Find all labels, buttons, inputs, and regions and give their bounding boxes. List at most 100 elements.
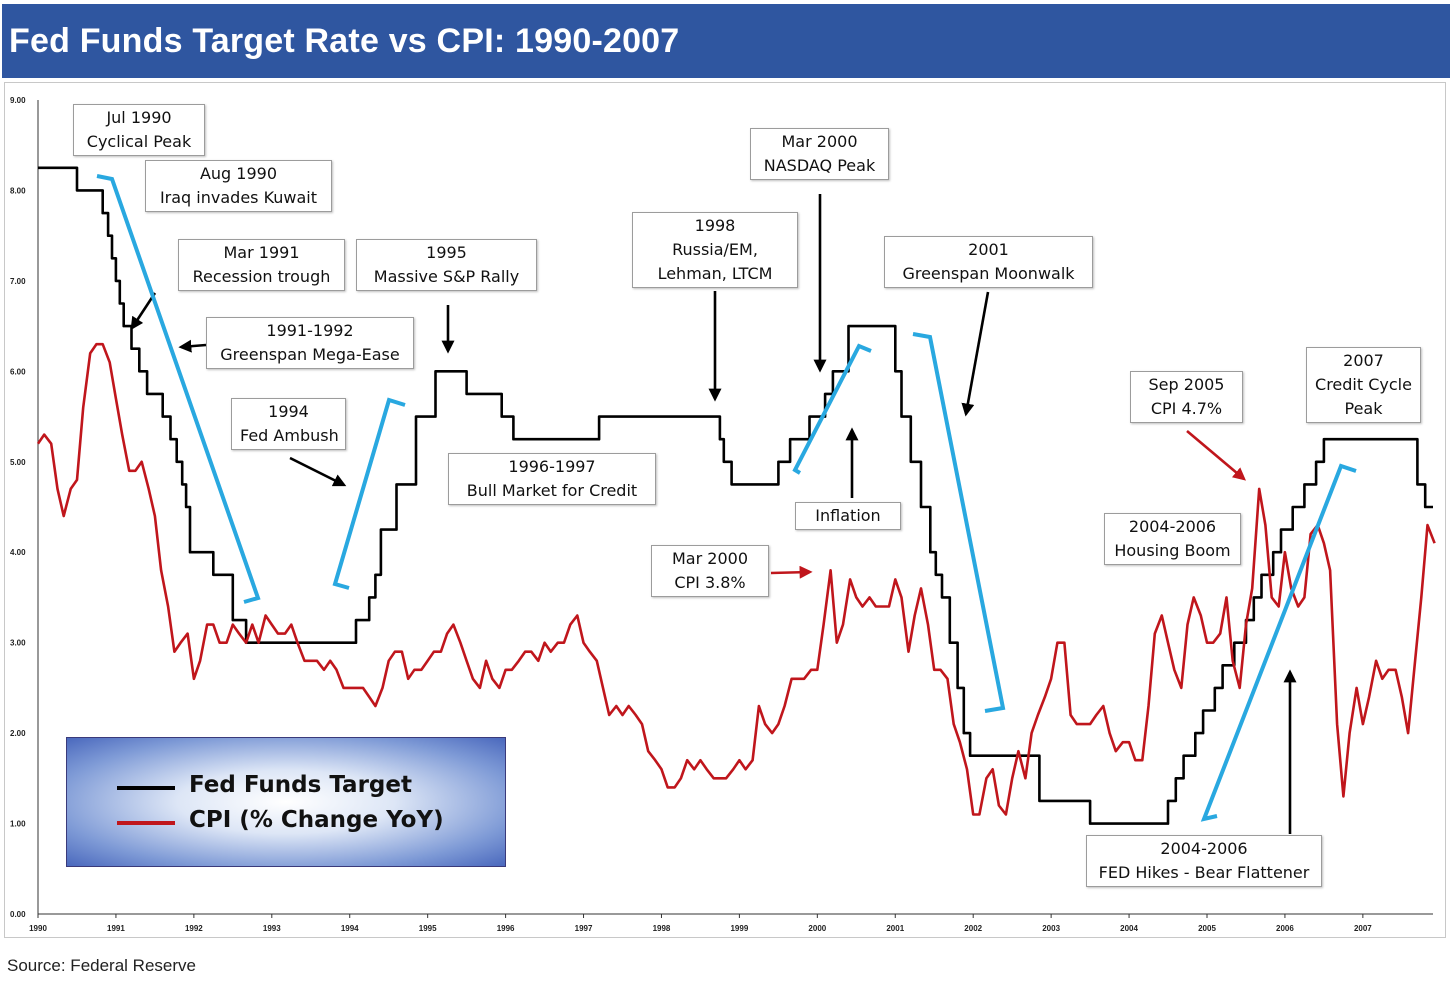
annotation-1994-fed-ambush: 1994 Fed Ambush <box>231 398 346 450</box>
annotation-line: Recession trough <box>192 267 331 286</box>
annotation-line: CPI 4.7% <box>1150 399 1223 418</box>
annotation-line: Greenspan Mega-Ease <box>220 345 400 364</box>
annotation-line: Fed Ambush <box>240 426 339 445</box>
annotation-line: Russia/EM, <box>672 240 758 259</box>
annotation-1995-massive-sp-rally: 1995 Massive S&P Rally <box>356 239 537 291</box>
annotation-line: 1996-1997 <box>508 457 596 476</box>
x-tick-label: 1998 <box>653 924 671 933</box>
legend-label-fed-funds: Fed Funds Target <box>189 772 412 798</box>
annotation-fed-hikes-bear-flattener: 2004-2006 FED Hikes - Bear Flattener <box>1086 835 1322 887</box>
annotation-line: 2007 <box>1343 351 1384 370</box>
legend-swatch-fed-funds <box>117 786 175 790</box>
annotation-line: 2001 <box>968 240 1009 259</box>
y-tick-label: 5.00 <box>10 458 26 467</box>
annotation-jul-1990-cyclical-peak: Jul 1990 Cyclical Peak <box>73 104 205 156</box>
y-tick-label: 4.00 <box>10 548 26 557</box>
y-tick-label: 9.00 <box>10 96 26 105</box>
x-tick-label: 1996 <box>497 924 515 933</box>
x-tick-label: 1997 <box>575 924 593 933</box>
black-arrow <box>289 456 347 487</box>
annotation-housing-boom: 2004-2006 Housing Boom <box>1104 513 1241 565</box>
annotation-line: 1994 <box>268 402 309 421</box>
annotation-line: Jul 1990 <box>106 108 172 127</box>
annotation-line: Housing Boom <box>1114 541 1231 560</box>
x-tick-label: 2004 <box>1120 924 1138 933</box>
source-note: Source: Federal Reserve <box>7 956 196 975</box>
annotation-mar-2000-nasdaq-peak: Mar 2000 NASDAQ Peak <box>750 128 889 180</box>
title-bar: Fed Funds Target Rate vs CPI: 1990-2007 <box>2 4 1450 78</box>
x-tick-label: 1991 <box>107 924 125 933</box>
annotation-mar-2000-cpi-3-8: Mar 2000 CPI 3.8% <box>651 545 769 597</box>
x-tick-label: 2007 <box>1354 924 1372 933</box>
annotation-line: 1995 <box>426 243 467 262</box>
annotation-mar-1991-recession-trough: Mar 1991 Recession trough <box>178 239 345 291</box>
annotation-line: 2004-2006 <box>1128 517 1217 536</box>
legend-label-cpi: CPI (% Change YoY) <box>189 807 444 833</box>
trend-bracket <box>96 174 261 604</box>
red-arrow <box>770 565 813 579</box>
annotation-line: Mar 2000 <box>781 132 858 151</box>
annotation-line: Bull Market for Credit <box>466 481 638 500</box>
red-arrow <box>1186 430 1246 481</box>
annotation-line: Iraq invades Kuwait <box>159 188 318 207</box>
plot-frame <box>4 82 1446 938</box>
annotation-line: Cyclical Peak <box>86 132 192 151</box>
annotation-line: 1991-1992 <box>266 321 354 340</box>
x-tick-label: 1999 <box>730 924 748 933</box>
series-line-fed-funds <box>38 166 1433 825</box>
annotation-line: Mar 2000 <box>672 549 748 568</box>
annotation-sep-2005-cpi-4-7: Sep 2005 CPI 4.7% <box>1130 371 1243 423</box>
y-tick-label: 1.00 <box>10 820 26 829</box>
legend-swatch-cpi <box>117 821 175 825</box>
trend-bracket <box>792 343 872 475</box>
y-tick-label: 7.00 <box>10 277 26 286</box>
annotation-line: Inflation <box>815 506 881 525</box>
x-tick-label: 2006 <box>1276 924 1294 933</box>
annotation-line: CPI 3.8% <box>674 573 746 592</box>
annotation-line: Lehman, LTCM <box>657 264 773 283</box>
annotation-line: Aug 1990 <box>199 164 278 183</box>
x-tick-label: 1992 <box>185 924 203 933</box>
annotation-bull-market-for-credit: 1996-1997 Bull Market for Credit <box>448 453 656 505</box>
x-tick-label: 2005 <box>1198 924 1216 933</box>
x-tick-label: 1990 <box>29 924 47 933</box>
annotation-aug-1990-iraq-invades-kuwait: Aug 1990 Iraq invades Kuwait <box>145 160 332 212</box>
black-arrow <box>961 291 990 417</box>
black-arrow <box>178 339 207 353</box>
annotation-2001-greenspan-moonwalk: 2001 Greenspan Moonwalk <box>884 236 1093 288</box>
annotation-greenspan-mega-ease: 1991-1992 Greenspan Mega-Ease <box>206 317 414 369</box>
annotation-inflation: Inflation <box>795 502 901 530</box>
legend: Fed Funds Target CPI (% Change YoY) <box>66 737 506 867</box>
annotation-2007-credit-cycle-peak: 2007 Credit Cycle Peak <box>1306 347 1421 423</box>
x-tick-label: 2002 <box>964 924 982 933</box>
y-tick-label: 6.00 <box>10 367 26 376</box>
annotation-line: Mar 1991 <box>223 243 300 262</box>
annotation-line: Credit Cycle <box>1315 375 1412 394</box>
annotation-line: NASDAQ Peak <box>763 156 876 175</box>
chart-title: Fed Funds Target Rate vs CPI: 1990-2007 <box>9 22 680 60</box>
annotation-line: Massive S&P Rally <box>373 267 520 286</box>
y-tick-label: 3.00 <box>10 639 26 648</box>
x-tick-label: 2001 <box>886 924 904 933</box>
trend-bracket <box>332 397 406 590</box>
annotation-line: Peak <box>1344 399 1383 418</box>
x-tick-label: 1995 <box>419 924 437 933</box>
x-tick-label: 2000 <box>808 924 826 933</box>
annotation-line: Sep 2005 <box>1148 375 1225 394</box>
annotation-line: 2004-2006 <box>1160 839 1248 858</box>
annotation-line: FED Hikes - Bear Flattener <box>1098 863 1310 882</box>
trend-bracket <box>1200 463 1357 822</box>
x-tick-label: 1994 <box>341 924 359 933</box>
series-line-cpi <box>36 342 1436 816</box>
y-tick-label: 0.00 <box>10 910 26 919</box>
y-tick-label: 8.00 <box>10 186 26 195</box>
annotation-line: 1998 <box>694 216 736 235</box>
x-tick-label: 2003 <box>1042 924 1060 933</box>
black-arrow <box>130 292 157 331</box>
y-tick-label: 2.00 <box>10 729 26 738</box>
trend-bracket <box>912 332 1006 713</box>
x-tick-label: 1993 <box>263 924 281 933</box>
annotation-1998-russia-em-lehman-ltcm: 1998 Russia/EM, Lehman, LTCM <box>632 212 798 288</box>
annotation-line: Greenspan Moonwalk <box>902 264 1075 283</box>
